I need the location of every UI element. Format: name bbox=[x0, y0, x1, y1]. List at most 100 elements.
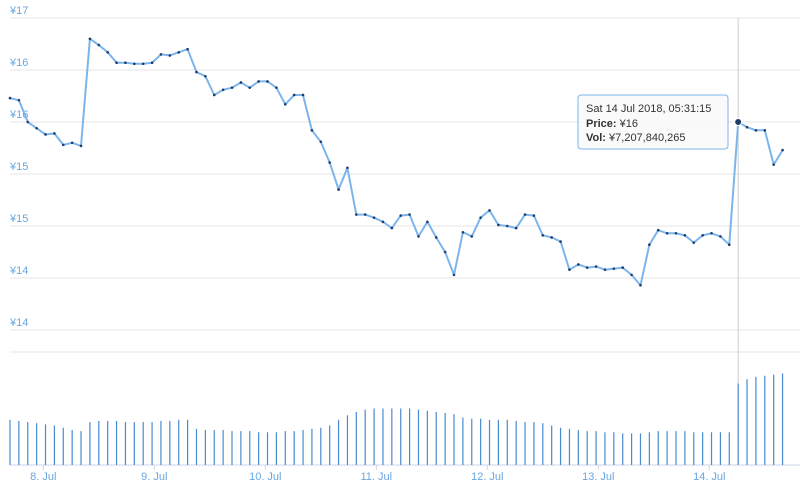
price-point bbox=[603, 268, 607, 271]
price-point bbox=[221, 88, 225, 92]
price-point bbox=[719, 235, 722, 238]
price-point bbox=[541, 234, 545, 237]
price-point bbox=[612, 267, 616, 270]
price-point bbox=[159, 53, 163, 56]
tooltip: Sat 14 Jul 2018, 05:31:15 Price: ¥16 Vol… bbox=[577, 94, 729, 150]
price-point bbox=[35, 126, 38, 130]
price-point bbox=[186, 47, 189, 51]
y-tick-label: ¥14 bbox=[9, 265, 28, 277]
price-point bbox=[532, 214, 536, 217]
price-line bbox=[9, 37, 784, 287]
price-point bbox=[363, 213, 367, 216]
grid: ¥14 ¥14 ¥15 ¥15 ¥16 ¥16 ¥17 8. Jul 9. Jul 10. Jul… bbox=[9, 5, 800, 483]
tooltip-box bbox=[577, 94, 729, 150]
price-point bbox=[497, 223, 500, 227]
price-point bbox=[61, 143, 65, 147]
x-tick-label: 13. Jul bbox=[582, 471, 614, 483]
price-point bbox=[674, 231, 678, 235]
price-point bbox=[399, 214, 403, 217]
price-point bbox=[426, 220, 429, 224]
price-point bbox=[88, 37, 92, 41]
price-point bbox=[568, 268, 571, 271]
price-point bbox=[443, 250, 447, 254]
tooltip-volume-value: ¥7,207,840,265 bbox=[608, 132, 685, 144]
tooltip-price: Price: ¥16 bbox=[586, 118, 638, 130]
price-point bbox=[648, 243, 651, 247]
price-point bbox=[452, 273, 456, 277]
price-point bbox=[26, 120, 30, 124]
price-point bbox=[523, 213, 527, 216]
tooltip-price-value: ¥16 bbox=[619, 118, 638, 130]
price-point bbox=[70, 141, 74, 145]
tooltip-volume: Vol: ¥7,207,840,265 bbox=[586, 132, 686, 144]
price-point bbox=[212, 93, 216, 97]
price-point bbox=[177, 51, 181, 54]
price-point bbox=[257, 80, 260, 83]
tooltip-price-label: Price: bbox=[586, 118, 617, 130]
x-tick-label: 12. Jul bbox=[471, 471, 503, 483]
price-point bbox=[168, 54, 172, 57]
price-point bbox=[763, 129, 767, 132]
x-tick-label: 10. Jul bbox=[249, 471, 281, 483]
price-point bbox=[310, 129, 314, 132]
price-point bbox=[639, 283, 642, 287]
price-point bbox=[514, 226, 518, 230]
price-point bbox=[133, 62, 136, 66]
price-point bbox=[434, 236, 438, 239]
x-tick-label: 8. Jul bbox=[30, 471, 56, 483]
price-point bbox=[346, 166, 349, 170]
price-point bbox=[355, 213, 358, 216]
price-point bbox=[319, 140, 323, 144]
price-point bbox=[781, 148, 784, 152]
price-point bbox=[53, 132, 56, 135]
price-panel bbox=[8, 37, 784, 287]
price-point bbox=[417, 235, 420, 238]
volume-panel bbox=[9, 373, 784, 465]
price-point bbox=[124, 61, 127, 65]
price-point bbox=[621, 266, 625, 269]
price-point bbox=[665, 231, 669, 235]
price-point bbox=[727, 243, 731, 247]
price-point bbox=[550, 236, 553, 239]
price-point bbox=[772, 163, 775, 166]
price-point bbox=[577, 263, 580, 266]
price-point bbox=[630, 273, 633, 277]
price-point bbox=[656, 228, 660, 232]
price-point bbox=[479, 216, 482, 219]
price-point bbox=[505, 224, 509, 228]
price-point bbox=[204, 74, 207, 78]
price-point bbox=[248, 86, 252, 89]
y-tick-label: ¥16 bbox=[9, 57, 28, 69]
price-point bbox=[141, 62, 145, 66]
price-point bbox=[266, 80, 269, 83]
price-point bbox=[754, 129, 758, 132]
price-point bbox=[195, 70, 198, 74]
price-point bbox=[559, 240, 562, 243]
price-point bbox=[710, 231, 713, 235]
price-point bbox=[97, 43, 101, 47]
price-point bbox=[585, 266, 589, 269]
y-tick-label: ¥17 bbox=[9, 5, 28, 17]
price-point bbox=[8, 96, 12, 100]
price-point bbox=[115, 61, 118, 65]
x-tick-label: 11. Jul bbox=[361, 471, 393, 483]
y-tick-label: ¥15 bbox=[9, 161, 28, 173]
price-point bbox=[283, 103, 287, 106]
price-point bbox=[106, 51, 109, 54]
price-point bbox=[79, 144, 83, 148]
tooltip-volume-label: Vol: bbox=[586, 132, 606, 144]
price-point bbox=[292, 93, 296, 97]
price-point bbox=[328, 161, 331, 164]
x-tick-label: 14. Jul bbox=[693, 471, 725, 483]
price-point bbox=[44, 133, 47, 136]
y-tick-label: ¥14 bbox=[9, 317, 28, 329]
price-point bbox=[488, 209, 491, 212]
price-point bbox=[745, 125, 749, 129]
price-point bbox=[301, 93, 305, 97]
tooltip-title: Sat 14 Jul 2018, 05:31:15 bbox=[586, 103, 711, 115]
price-point bbox=[17, 98, 21, 102]
x-tick-label: 9. Jul bbox=[141, 471, 167, 483]
price-point bbox=[408, 213, 411, 216]
price-point bbox=[683, 234, 687, 237]
